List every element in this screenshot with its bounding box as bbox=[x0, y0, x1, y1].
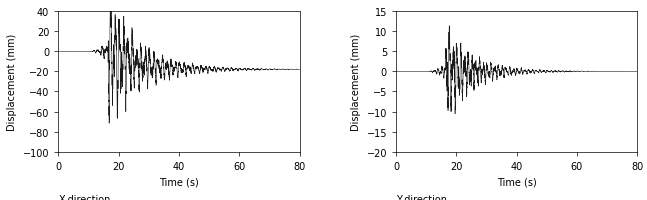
Text: Y-direction: Y-direction bbox=[396, 194, 447, 200]
Y-axis label: Displacement (mm): Displacement (mm) bbox=[351, 34, 361, 130]
Y-axis label: Displacement (mm): Displacement (mm) bbox=[7, 34, 17, 130]
X-axis label: Time (s): Time (s) bbox=[497, 176, 536, 186]
Text: X-direction: X-direction bbox=[58, 194, 111, 200]
X-axis label: Time (s): Time (s) bbox=[159, 176, 199, 186]
